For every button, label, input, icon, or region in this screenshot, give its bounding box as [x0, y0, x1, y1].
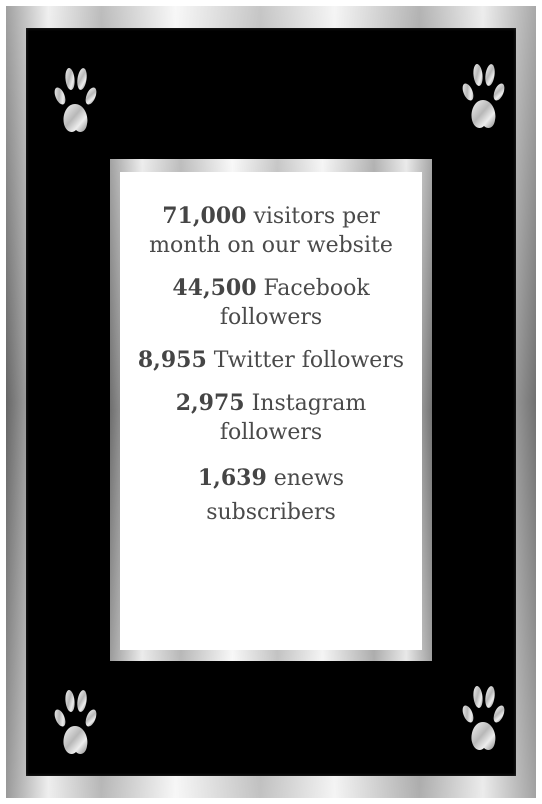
- stat-label: Instagram followers: [219, 391, 367, 445]
- stat-facebook-followers: 44,500 Facebook followers: [120, 274, 422, 332]
- stats-card: 71,000 visitors per month on our website…: [120, 172, 422, 650]
- stat-number: 2,975: [175, 390, 245, 416]
- stat-label: Twitter followers: [213, 348, 405, 373]
- stat-instagram-followers: 2,975 Instagram followers: [120, 389, 422, 447]
- stat-enews-subscribers: 1,639 enews subscribers: [120, 461, 422, 530]
- stat-number: 44,500: [172, 275, 257, 301]
- stat-twitter-followers: 8,955 Twitter followers: [120, 346, 422, 375]
- stat-number: 71,000: [162, 203, 247, 229]
- stat-label: Facebook followers: [219, 276, 370, 330]
- paw-print-icon: [52, 67, 98, 132]
- paw-print-icon: [460, 685, 506, 750]
- stat-label: visitors per month on our website: [149, 204, 393, 258]
- stat-number: 8,955: [137, 347, 207, 373]
- paw-print-icon: [52, 689, 98, 754]
- stat-number: 1,639: [197, 465, 267, 491]
- stat-label: enews subscribers: [206, 466, 345, 525]
- paw-print-icon: [460, 63, 506, 128]
- stat-website-visitors: 71,000 visitors per month on our website: [120, 202, 422, 260]
